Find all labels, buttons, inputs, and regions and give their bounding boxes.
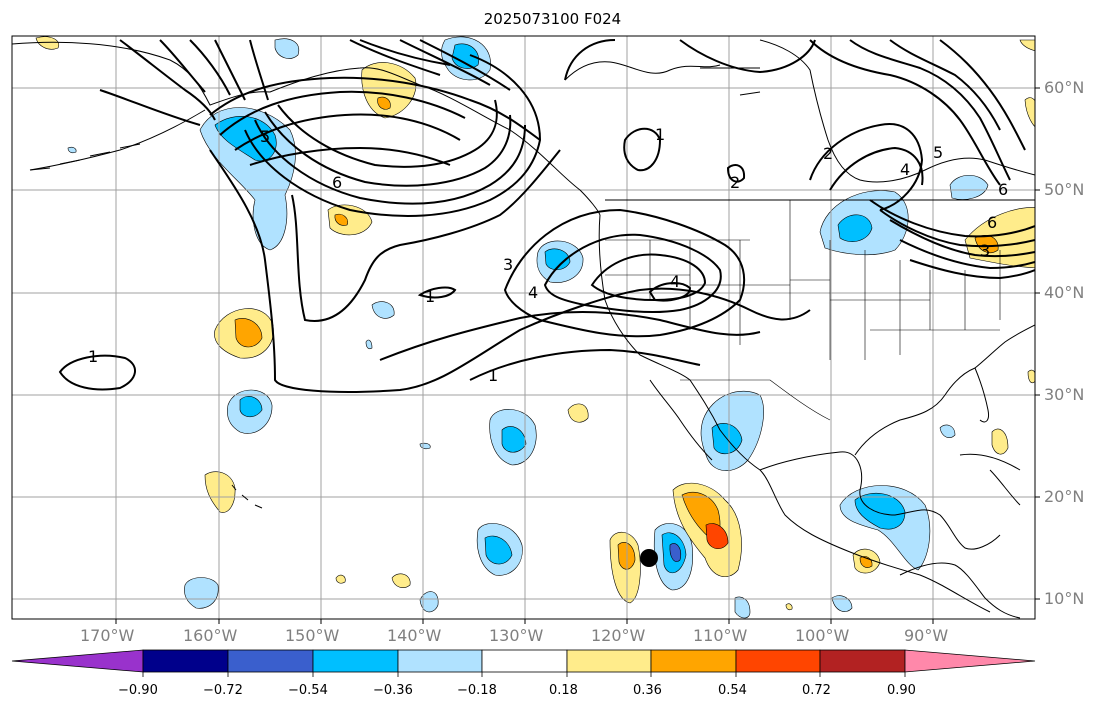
- lon-label: 100°W: [795, 626, 850, 645]
- contour-label-group: 1 1 1 1 2 2 3 3 4 4 4 5 5 6 6 6: [88, 125, 1008, 385]
- coastlines: [12, 39, 1035, 619]
- colorbar-label: −0.18: [457, 683, 497, 698]
- map-title: 2025073100 F024: [483, 10, 622, 28]
- lon-label: 150°W: [285, 626, 340, 645]
- contour-label: 1: [88, 347, 98, 366]
- lat-label: 20°N: [1044, 487, 1085, 506]
- colorbar-segment: [11, 649, 144, 673]
- storm-position-marker: [640, 549, 658, 567]
- contour-lines: [58, 39, 1035, 393]
- colorbar-label: −0.54: [288, 683, 328, 698]
- colorbar-segment: [735, 649, 821, 673]
- lat-label: 50°N: [1044, 180, 1085, 199]
- contour-label: 4: [900, 160, 910, 179]
- colorbar-label: 0.54: [718, 683, 747, 698]
- colorbar-label: 0.72: [802, 683, 831, 698]
- colorbar-label: 0.90: [887, 683, 916, 698]
- contour-label: 6: [998, 180, 1008, 199]
- lat-label: 60°N: [1044, 78, 1085, 97]
- contour-label: 5: [933, 143, 943, 162]
- lon-label: 140°W: [387, 626, 442, 645]
- contour-label: 1: [488, 366, 498, 385]
- colorbar-label: −0.72: [203, 683, 243, 698]
- lon-label: 90°W: [904, 626, 949, 645]
- contour-label: 1: [425, 287, 435, 306]
- colorbar-segment: [142, 649, 229, 673]
- contour-label: 5: [260, 127, 270, 146]
- lon-label: 160°W: [183, 626, 238, 645]
- lon-label: 120°W: [591, 626, 646, 645]
- colorbar-segment: [227, 649, 314, 673]
- colorbar-segment: [904, 649, 1036, 673]
- contour-label: 3: [980, 241, 990, 260]
- contour-label: 2: [730, 173, 740, 192]
- lat-label: 40°N: [1044, 283, 1085, 302]
- contour-label: 1: [655, 125, 665, 144]
- contour-label: 3: [503, 255, 513, 274]
- colorbar-segment: [481, 649, 568, 673]
- shading-layer: [35, 36, 1035, 619]
- colorbar-segment: [397, 649, 483, 673]
- contour-label: 4: [528, 283, 538, 302]
- colorbar-segment: [566, 649, 652, 673]
- lon-label: 110°W: [693, 626, 748, 645]
- lat-label: 30°N: [1044, 385, 1085, 404]
- colorbar: [11, 649, 1036, 677]
- contour-label: 2: [823, 144, 833, 163]
- colorbar-segment: [819, 649, 906, 673]
- colorbar-label: −0.36: [373, 683, 413, 698]
- colorbar-label: 0.36: [633, 683, 662, 698]
- tick-marks: [115, 87, 1040, 624]
- state-borders: [605, 200, 1001, 421]
- lon-label: 170°W: [80, 626, 135, 645]
- lon-label: 130°W: [489, 626, 544, 645]
- map-frame: [11, 35, 1036, 620]
- colorbar-segment: [312, 649, 399, 673]
- colorbar-segment: [650, 649, 737, 673]
- colorbar-label: 0.18: [549, 683, 578, 698]
- gridlines: [12, 36, 1035, 619]
- contour-label: 6: [987, 213, 997, 232]
- contour-label: 6: [332, 173, 342, 192]
- colorbar-label: −0.90: [118, 683, 158, 698]
- lat-label: 10°N: [1044, 589, 1085, 608]
- contour-label: 4: [670, 272, 680, 291]
